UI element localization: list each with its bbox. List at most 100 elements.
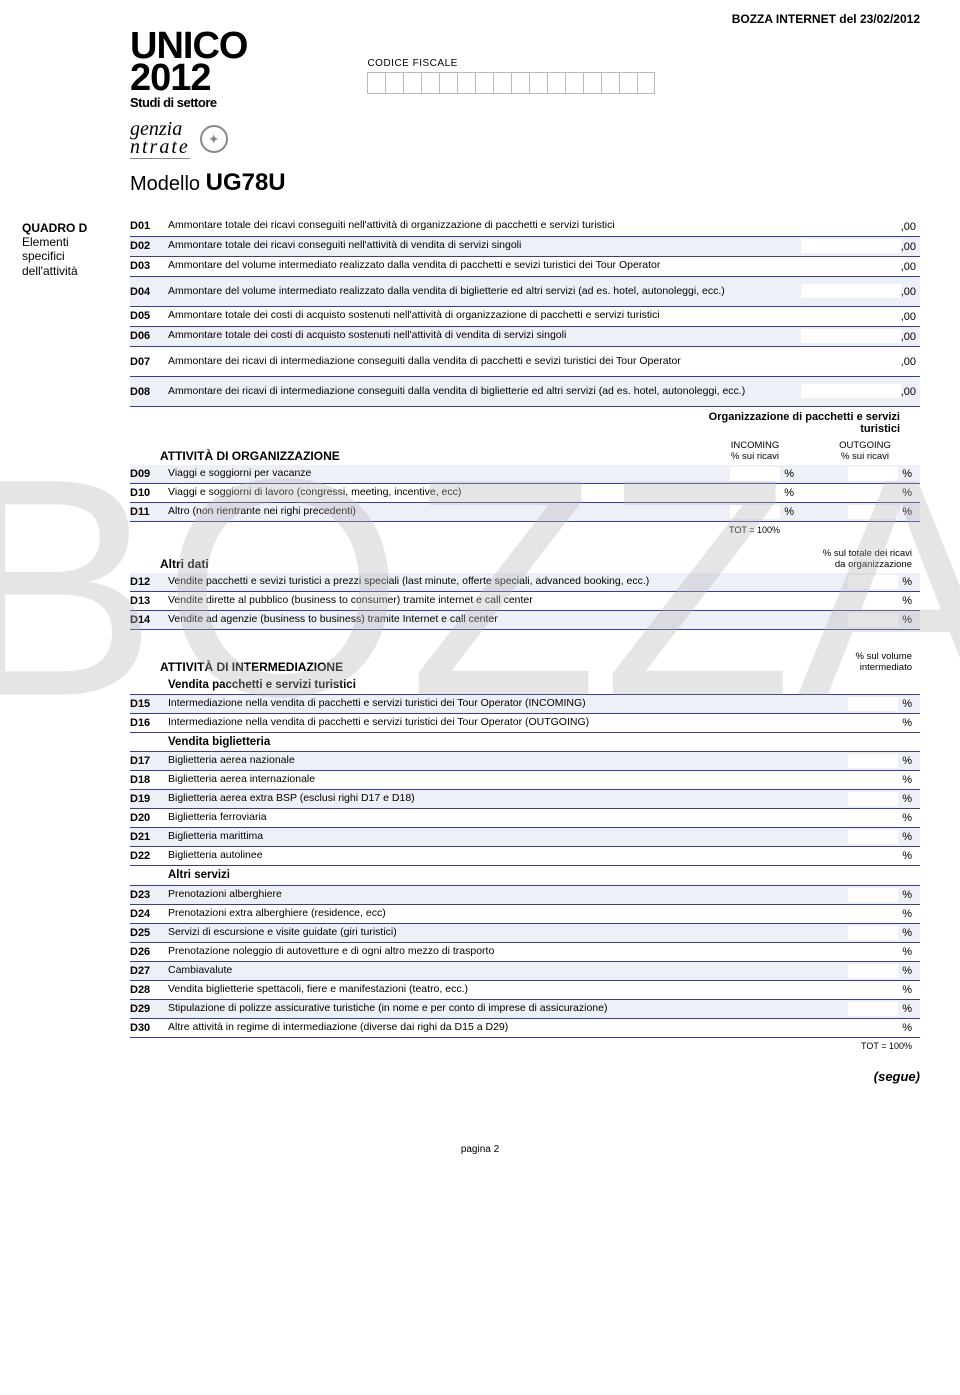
intermed-header: ATTIVITÀ DI INTERMEDIAZIONE % sul volume… (130, 648, 920, 676)
segue-label: (segue) (0, 1061, 960, 1084)
row-desc: Vendite pacchetti e sevizi turistici a p… (168, 575, 767, 588)
row-code: D22 (130, 849, 160, 862)
row-desc: Vendita biglietterie spettacoli, fiere e… (168, 983, 767, 996)
row-code: D19 (130, 792, 160, 805)
row-desc: Biglietteria aerea nazionale (168, 754, 767, 767)
row-desc: Ammontare del volume intermediato realiz… (168, 285, 782, 298)
amount-field[interactable]: ,00 (790, 329, 920, 344)
row-desc: Prenotazioni alberghiere (168, 888, 767, 901)
amount-field[interactable]: ,00 (790, 309, 920, 324)
row-code: D13 (130, 594, 160, 607)
modello-row: Modello UG78U (0, 165, 960, 217)
row-desc: Ammontare dei ricavi di intermediazione … (168, 385, 782, 398)
row-desc: Intermediazione nella vendita di pacchet… (168, 716, 767, 729)
row-code: D06 (130, 329, 160, 342)
pct-field[interactable]: % (775, 1021, 920, 1035)
pct-field[interactable]: % (775, 926, 920, 940)
pct-field[interactable]: % (775, 594, 920, 608)
row-desc: Cambiavalute (168, 964, 767, 977)
pct-field[interactable]: % (775, 888, 920, 902)
row-code: D16 (130, 716, 160, 729)
amount-row: D07Ammontare dei ricavi di intermediazio… (130, 347, 920, 377)
row-code: D08 (130, 385, 160, 398)
altri-dati-header: Altri dati % sul totale dei ricavi da or… (130, 545, 920, 573)
pct-field[interactable]: % (775, 575, 920, 589)
row-desc: Viaggi e soggiorni di lavoro (congressi,… (168, 486, 684, 499)
pct-incoming[interactable]: % (692, 505, 802, 519)
pct-outgoing[interactable]: % (810, 467, 920, 481)
unico-subtitle: Studi di settore (130, 97, 247, 108)
row-desc: Biglietteria aerea internazionale (168, 773, 767, 786)
pct-field[interactable]: % (775, 716, 920, 730)
intermed-row: D20Biglietteria ferroviaria% (130, 809, 920, 828)
row-code: D21 (130, 830, 160, 843)
amount-field[interactable]: ,00 (790, 384, 920, 399)
intermed-row: D19 Biglietteria aerea extra BSP (esclusi… (130, 790, 920, 809)
cf-boxes[interactable] (367, 72, 655, 94)
intermed-subheading: Vendita biglietteria (168, 735, 920, 749)
pct-incoming[interactable]: % (692, 486, 802, 500)
pct-field[interactable]: % (775, 830, 920, 844)
org-group-header: Organizzazione di pacchetti e servizi tu… (130, 407, 920, 437)
pct-field[interactable]: % (775, 907, 920, 921)
row-code: D01 (130, 219, 160, 232)
row-desc: Prenotazioni extra alberghiere (residenc… (168, 907, 767, 920)
amount-row: D03Ammontare del volume intermediato rea… (130, 257, 920, 277)
row-desc: Servizi di escursione e visite guidate (… (168, 926, 767, 939)
org-row: D10Viaggi e soggiorni di lavoro (congres… (130, 484, 920, 503)
pct-field[interactable]: % (775, 964, 920, 978)
pct-outgoing[interactable]: % (810, 505, 920, 519)
row-code: D20 (130, 811, 160, 824)
intermed-row: D22 Biglietteria autolinee% (130, 847, 920, 866)
pct-incoming[interactable]: % (692, 467, 802, 481)
pct-field[interactable]: % (775, 697, 920, 711)
intermed-row: D18Biglietteria aerea internazionale% (130, 771, 920, 790)
row-code: D24 (130, 907, 160, 920)
row-desc: Altre attività in regime di intermediazi… (168, 1021, 767, 1034)
row-code: D09 (130, 467, 160, 480)
pct-field[interactable]: % (775, 773, 920, 787)
row-code: D02 (130, 239, 160, 252)
row-desc: Biglietteria marittima (168, 830, 767, 843)
row-desc: Biglietteria autolinee (168, 849, 767, 862)
pct-field[interactable]: % (775, 613, 920, 627)
pct-field[interactable]: % (775, 945, 920, 959)
intermed-row: D28Vendita biglietterie spettacoli, fier… (130, 981, 920, 1000)
org-columns-header: ATTIVITÀ DI ORGANIZZAZIONE INCOMING % su… (130, 437, 920, 465)
altri-row: D12Vendite pacchetti e sevizi turistici … (130, 573, 920, 592)
org-heading: ATTIVITÀ DI ORGANIZZAZIONE (160, 441, 700, 463)
org-row: D09Viaggi e soggiorni per vacanze%% (130, 465, 920, 484)
amount-field[interactable]: ,00 (790, 219, 920, 234)
intermed-row: D21 Biglietteria marittima% (130, 828, 920, 847)
cf-label: CODICE FISCALE (367, 58, 655, 69)
pct-field[interactable]: % (775, 792, 920, 806)
row-desc: Biglietteria aerea extra BSP (esclusi ri… (168, 792, 767, 805)
row-desc: Ammontare dei ricavi di intermediazione … (168, 355, 782, 368)
row-code: D14 (130, 613, 160, 626)
amount-row: D08 Ammontare dei ricavi di intermediazio… (130, 377, 920, 407)
intermed-heading: ATTIVITÀ DI INTERMEDIAZIONE (160, 652, 775, 674)
pct-field[interactable]: % (775, 1002, 920, 1016)
intermed-row: D15Intermediazione nella vendita di pacc… (130, 695, 920, 714)
row-code: D11 (130, 505, 160, 518)
intermed-subheading: Altri servizi (168, 868, 920, 882)
amount-row: D05Ammontare totale dei costi di acquist… (130, 307, 920, 327)
amount-row: D01Ammontare totale dei ricavi conseguit… (130, 217, 920, 237)
incoming-col-head: INCOMING % sui ricavi (700, 441, 810, 463)
pct-field[interactable]: % (775, 754, 920, 768)
row-code: D15 (130, 697, 160, 710)
intermed-subheading: Vendita pacchetti e servizi turistici (168, 678, 920, 692)
row-desc: Prenotazione noleggio di autovetture e d… (168, 945, 767, 958)
altri-row: D13Vendite dirette al pubblico (business… (130, 592, 920, 611)
pct-outgoing[interactable]: % (810, 486, 920, 500)
amount-field[interactable]: ,00 (790, 259, 920, 274)
pct-field[interactable]: % (775, 983, 920, 997)
amount-field[interactable]: ,00 (790, 239, 920, 254)
amount-field[interactable]: ,00 (790, 284, 920, 299)
row-desc: Ammontare totale dei ricavi conseguiti n… (168, 239, 782, 252)
pct-field[interactable]: % (775, 811, 920, 825)
amount-field[interactable]: ,00 (790, 354, 920, 369)
outgoing-col-head: OUTGOING % sui ricavi (810, 441, 920, 463)
org-total: TOT = 100% (130, 522, 920, 545)
pct-field[interactable]: % (775, 849, 920, 863)
